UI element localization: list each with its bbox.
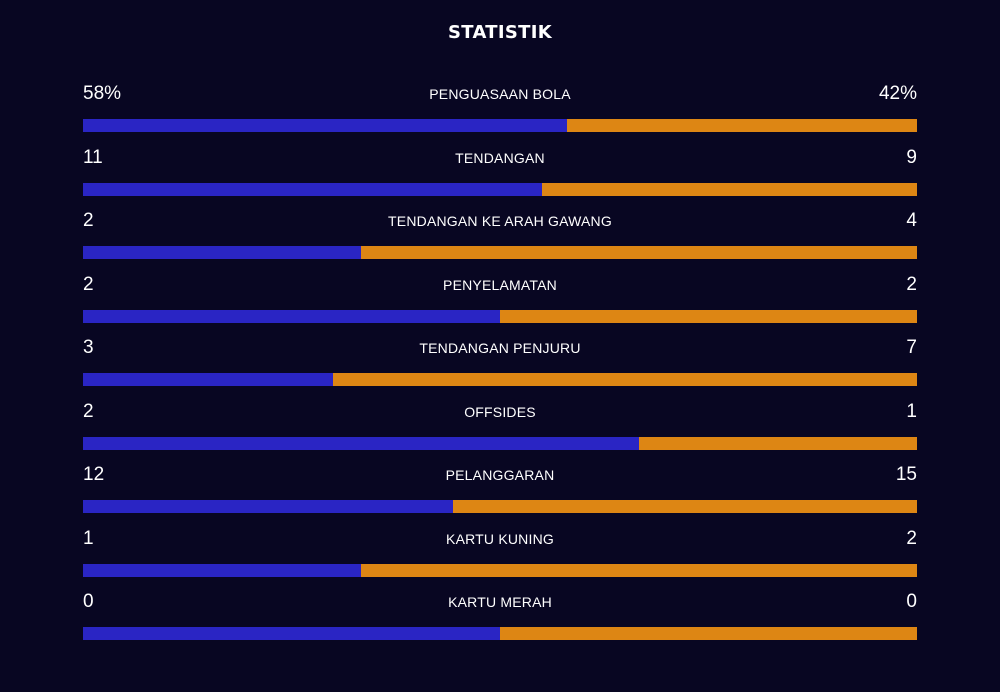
stat-label: OFFSIDES: [464, 403, 536, 420]
comparison-bar: [83, 119, 917, 132]
comparison-bar: [83, 436, 917, 450]
away-bar-segment: [500, 627, 917, 640]
stat-label: PELANGGARAN: [445, 467, 555, 483]
home-bar-segment: [83, 436, 640, 450]
comparison-bar: [83, 373, 917, 386]
stat-row-red-cards: 0 KARTU MERAH 0: [83, 588, 917, 652]
away-value: 0: [906, 591, 917, 612]
away-bar-segment: [566, 119, 917, 132]
stat-row-saves: 2 PENYELAMATAN 2: [83, 271, 917, 335]
away-value: 4: [906, 210, 917, 231]
home-value: 3: [83, 337, 94, 358]
home-value: 0: [83, 591, 94, 612]
stat-label: KARTU MERAH: [448, 594, 552, 610]
stat-label: TENDANGAN KE ARAH GAWANG: [388, 213, 612, 229]
away-bar-segment: [541, 182, 917, 196]
away-bar-segment: [333, 373, 917, 386]
stat-row-fouls: 12 PELANGGARAN 15: [83, 461, 917, 525]
home-value: 1: [83, 527, 94, 549]
stat-label: PENGUASAAN BOLA: [429, 86, 571, 102]
comparison-bar: [83, 500, 917, 513]
away-value: 15: [895, 464, 917, 485]
home-bar-segment: [83, 563, 361, 577]
home-bar-segment: [83, 182, 542, 196]
stat-row-shots: 11 TENDANGAN 9: [83, 144, 917, 208]
away-value: 1: [906, 400, 917, 422]
stat-row-yellow-cards: 1 KARTU KUNING 2: [83, 525, 917, 589]
stat-row-shots-on-target: 2 TENDANGAN KE ARAH GAWANG 4: [83, 207, 917, 271]
comparison-bar: [83, 309, 917, 323]
home-bar-segment: [83, 373, 334, 386]
home-bar-segment: [83, 309, 500, 323]
home-bar-segment: [83, 246, 361, 259]
stat-row-corners: 3 TENDANGAN PENJURU 7: [83, 334, 917, 398]
comparison-bar: [83, 627, 917, 640]
home-bar-segment: [83, 627, 500, 640]
home-bar-segment: [83, 119, 567, 132]
away-bar-segment: [500, 309, 917, 323]
home-value: 11: [83, 146, 103, 168]
stats-title: STATISTIK: [448, 22, 552, 43]
away-bar-segment: [360, 246, 917, 259]
away-value: 2: [906, 527, 917, 549]
home-value: 12: [83, 464, 105, 485]
away-value: 9: [906, 146, 917, 168]
stat-row-offsides: 2 OFFSIDES 1: [83, 398, 917, 462]
stats-list: 58% PENGUASAAN BOLA 42% 11 TENDANGAN 9 2…: [83, 80, 917, 652]
stat-label: PENYELAMATAN: [443, 276, 557, 293]
home-value: 2: [83, 273, 94, 295]
away-bar-segment: [639, 436, 917, 450]
home-bar-segment: [83, 500, 454, 513]
home-value: 2: [83, 210, 94, 231]
stat-row-possession: 58% PENGUASAAN BOLA 42%: [83, 80, 917, 144]
comparison-bar: [83, 563, 917, 577]
comparison-bar: [83, 182, 917, 196]
away-value: 7: [906, 337, 917, 358]
stat-label: TENDANGAN PENJURU: [419, 340, 581, 356]
home-value: 58%: [83, 83, 122, 104]
away-bar-segment: [360, 563, 917, 577]
away-value: 42%: [878, 83, 917, 104]
away-bar-segment: [453, 500, 917, 513]
comparison-bar: [83, 246, 917, 259]
away-value: 2: [906, 273, 917, 295]
stat-label: KARTU KUNING: [446, 530, 554, 547]
stat-label: TENDANGAN: [455, 149, 545, 166]
home-value: 2: [83, 400, 94, 422]
